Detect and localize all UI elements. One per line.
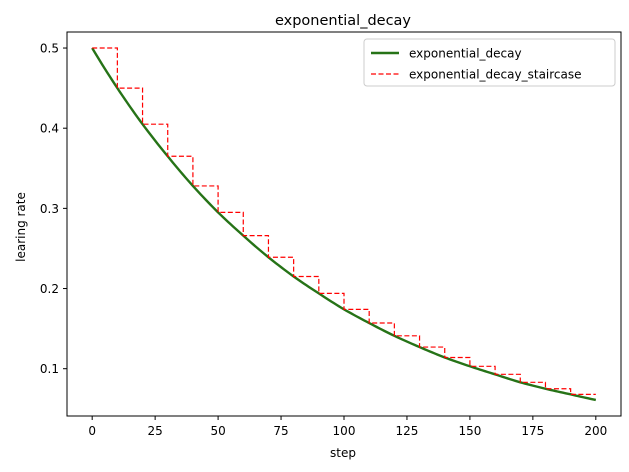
y-tick-label: 0.5 <box>40 42 59 56</box>
y-tick-label: 0.3 <box>40 202 59 216</box>
x-tick-label: 50 <box>210 424 225 438</box>
x-tick-label: 100 <box>333 424 356 438</box>
x-tick-label: 150 <box>458 424 481 438</box>
x-tick-label: 0 <box>88 424 96 438</box>
y-axis-label: learing rate <box>14 192 28 262</box>
x-tick-label: 200 <box>584 424 607 438</box>
y-axis: 0.1 0.2 0.3 0.4 0.5 <box>40 42 67 376</box>
x-axis: 0 25 50 75 100 125 150 175 200 <box>88 416 607 438</box>
chart-title: exponential_decay <box>275 13 411 29</box>
x-tick-label: 175 <box>521 424 544 438</box>
y-tick-label: 0.1 <box>40 362 59 376</box>
series-line-staircase <box>92 47 596 395</box>
y-tick-label: 0.2 <box>40 282 59 296</box>
legend-label: exponential_decay_staircase <box>409 68 582 82</box>
x-axis-label: step <box>330 446 356 460</box>
legend: exponential_decay exponential_decay_stair… <box>363 38 616 87</box>
legend-label: exponential_decay <box>409 47 522 61</box>
x-tick-label: 75 <box>273 424 288 438</box>
legend-box <box>363 38 616 87</box>
x-tick-label: 125 <box>396 424 419 438</box>
y-tick-label: 0.4 <box>40 122 59 136</box>
x-tick-label: 25 <box>147 424 162 438</box>
